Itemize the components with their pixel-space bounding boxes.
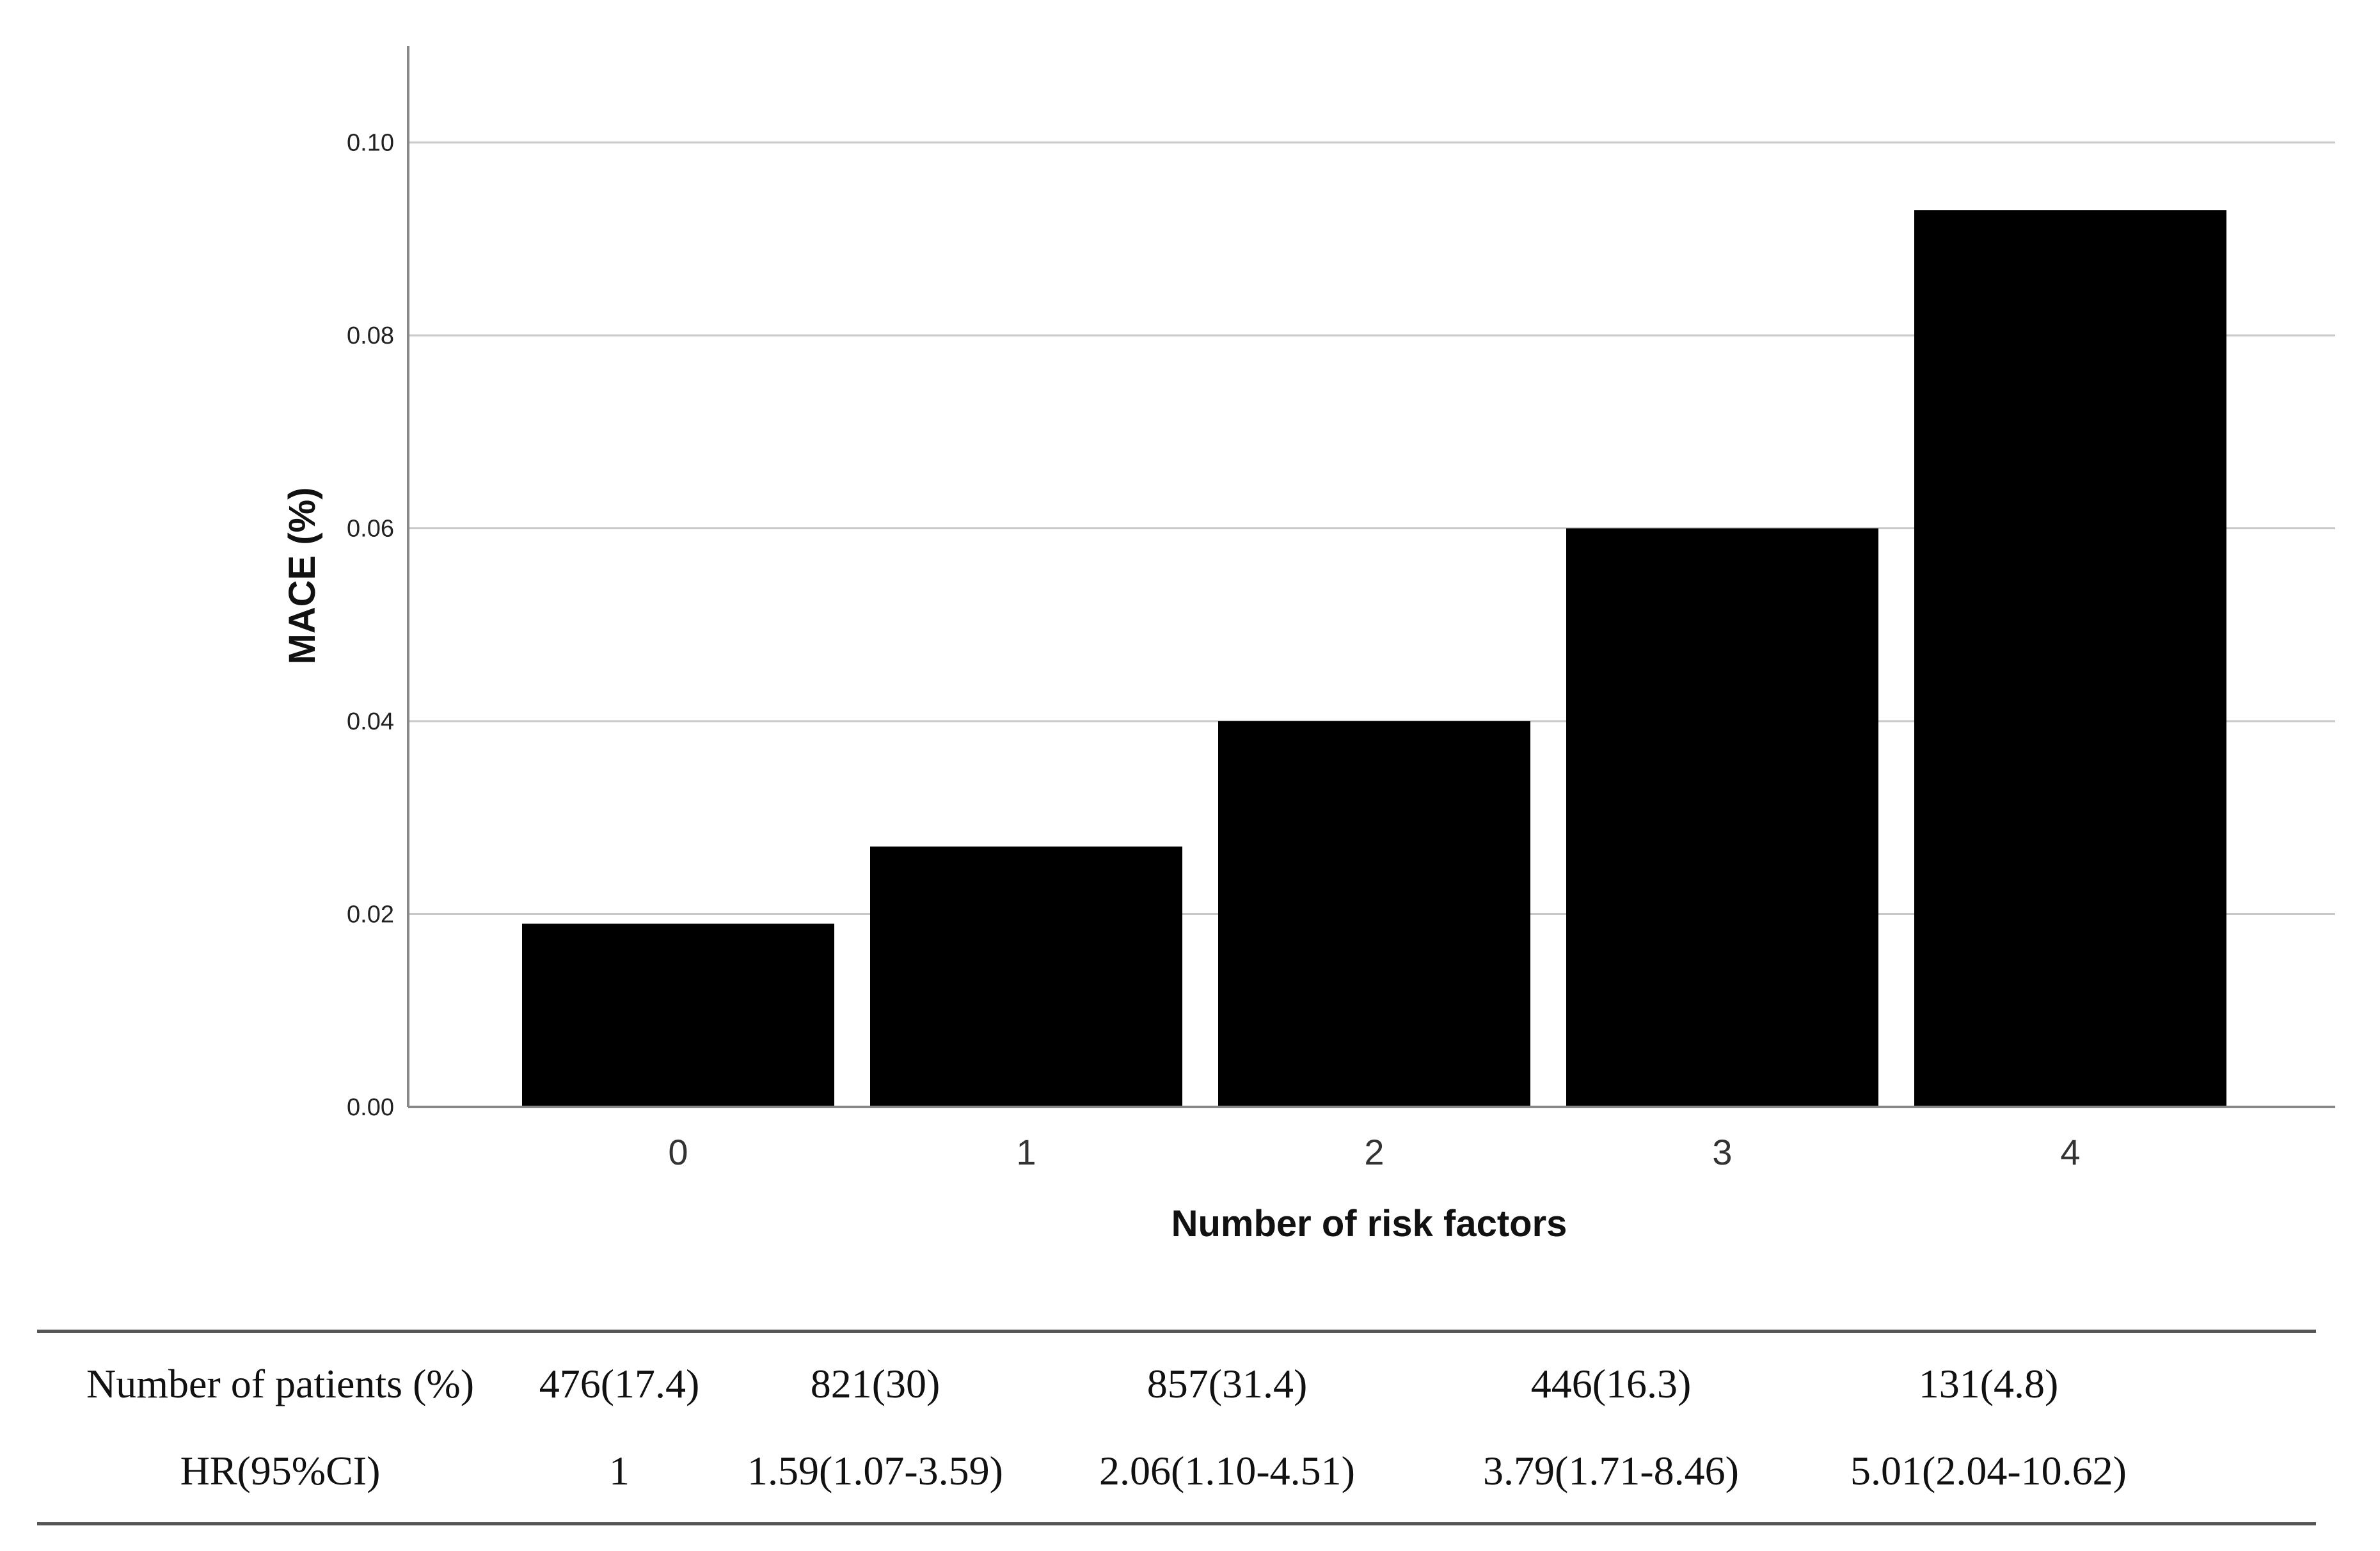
y-axis-title: MACE (%) [282, 487, 323, 664]
y-tick-label-2: 0.04 [347, 708, 394, 735]
y-tick-label-5: 0.10 [347, 130, 394, 157]
axes [407, 46, 2335, 1108]
bar-2 [1218, 721, 1530, 1107]
bar-3 [1566, 528, 1878, 1107]
bar-0 [522, 923, 834, 1107]
x-axis-title: Number of risk factors [1171, 1203, 1567, 1245]
x-tick-label-0: 0 [668, 1132, 688, 1172]
bars [522, 210, 2226, 1108]
table-row-hr: HR(95%CI) 1 1.59(1.07-3.59) 2.06(1.10-4.… [37, 1428, 2316, 1515]
x-tick-label-2: 2 [1364, 1132, 1384, 1172]
hr-cell-2: 2.06(1.10-4.51) [1099, 1448, 1355, 1493]
bar-1 [870, 847, 1182, 1107]
hr-cell-3: 3.79(1.71-8.46) [1483, 1448, 1739, 1493]
patients-cell-1: 821(30) [810, 1361, 940, 1406]
row-label-patients: Number of patients (%) [86, 1361, 475, 1406]
patients-cell-0: 476(17.4) [539, 1361, 700, 1406]
hr-cell-1: 1.59(1.07-3.59) [747, 1448, 1003, 1493]
risk-factor-table: Number of patients (%) 476(17.4) 821(30)… [37, 1330, 2316, 1525]
y-tick-label-4: 0.08 [347, 322, 394, 349]
x-tick-label-1: 1 [1016, 1132, 1036, 1172]
x-tick-label-3: 3 [1712, 1132, 1732, 1172]
row-label-hr: HR(95%CI) [180, 1448, 381, 1493]
table-row-patients: Number of patients (%) 476(17.4) 821(30)… [37, 1340, 2316, 1428]
patients-cell-2: 857(31.4) [1146, 1361, 1308, 1406]
patients-cell-4: 131(4.8) [1918, 1361, 2059, 1406]
x-tick-label-4: 4 [2060, 1132, 2080, 1172]
patients-cell-3: 446(16.3) [1530, 1361, 1692, 1406]
hr-cell-4: 5.01(2.04-10.62) [1850, 1448, 2127, 1493]
y-tick-label-3: 0.06 [347, 516, 394, 543]
bar-4 [1914, 210, 2226, 1108]
x-tick-labels: 0 1 2 3 4 [668, 1132, 2080, 1172]
y-tick-label-0: 0.00 [347, 1094, 394, 1121]
y-tick-labels: 0.00 0.02 0.04 0.06 0.08 0.10 [347, 130, 394, 1121]
hr-cell-0: 1 [609, 1448, 630, 1493]
y-tick-label-1: 0.02 [347, 902, 394, 928]
